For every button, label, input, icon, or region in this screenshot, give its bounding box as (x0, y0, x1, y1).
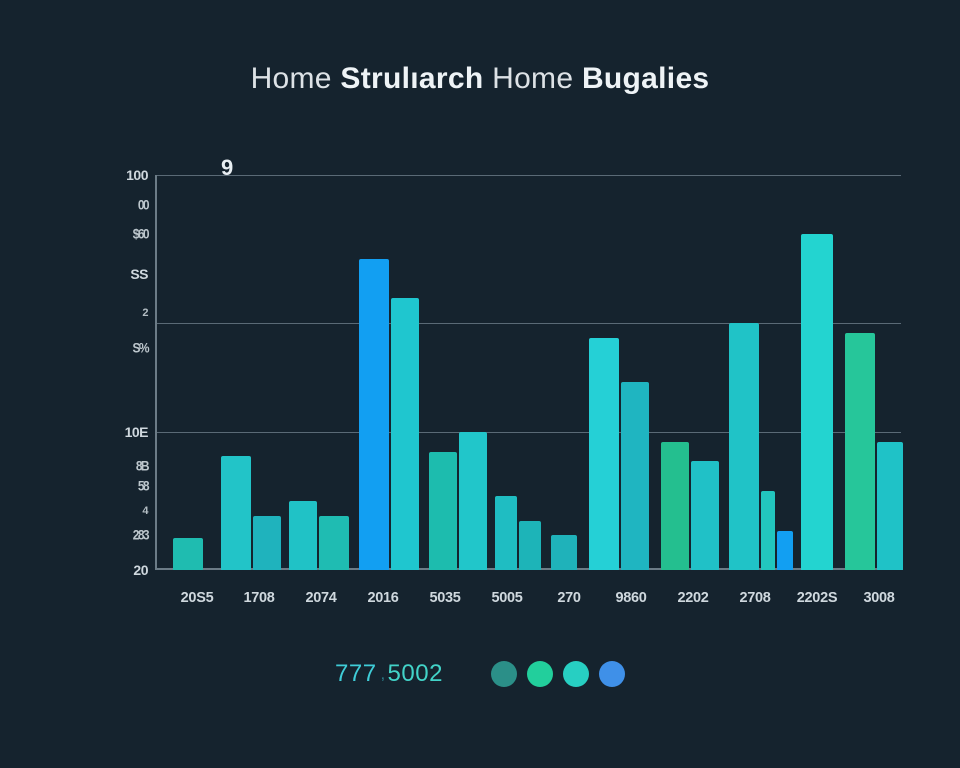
y-tick-label: $60 (133, 226, 148, 242)
bars-container (155, 175, 901, 570)
bar (877, 442, 903, 570)
x-tick-label: 3008 (863, 590, 894, 606)
bar (519, 521, 541, 570)
y-tick-label: SS (130, 266, 148, 282)
legend-num: 777 (335, 660, 377, 687)
bar (551, 535, 577, 570)
x-tick-label: 2708 (739, 590, 770, 606)
title-part: Strulıarch (340, 62, 492, 95)
legend-swatches (491, 661, 625, 687)
x-tick-label: 9860 (615, 590, 646, 606)
x-tick-label: 2202 (677, 590, 708, 606)
bar (761, 491, 775, 570)
bar (253, 516, 281, 570)
x-tick-label: 20S5 (181, 590, 214, 606)
title-part: Bugalies (582, 62, 709, 95)
bar (801, 234, 833, 570)
legend-sep: , (381, 666, 386, 683)
y-tick-label: 100 (126, 167, 148, 183)
x-tick-label: 270 (557, 590, 580, 606)
x-tick-label: 2202S (797, 590, 837, 606)
legend-swatch (491, 661, 517, 687)
legend-swatch (599, 661, 625, 687)
y-tick-label: 2 (142, 307, 148, 319)
bar (391, 298, 419, 570)
bar (845, 333, 875, 570)
bar (495, 496, 517, 570)
title-part: Home (492, 62, 582, 95)
x-tick-label: 5005 (491, 590, 522, 606)
bar (459, 432, 487, 570)
chart-title: Home Strulıarch Home Bugalies (0, 62, 960, 96)
legend-text: 777,5002 (335, 660, 443, 688)
legend-num: 5002 (388, 660, 443, 687)
legend: 777,5002 (0, 660, 960, 688)
y-tick-label: 00 (138, 197, 148, 213)
legend-swatch (527, 661, 553, 687)
bar (429, 452, 457, 571)
y-tick-label: 8B (136, 458, 148, 474)
bar (173, 538, 203, 570)
bar (621, 382, 649, 570)
bar (691, 461, 719, 570)
y-tick-label: 283 (133, 527, 148, 543)
y-tick-label: 4 (142, 505, 148, 517)
title-part: Home (251, 62, 341, 95)
x-tick-label: 1708 (243, 590, 274, 606)
bar (661, 442, 689, 570)
y-tick-label: 20 (133, 562, 148, 578)
legend-swatch (563, 661, 589, 687)
bar (221, 456, 251, 570)
plot-area: 9 (155, 175, 901, 570)
y-tick-label: S% (133, 340, 148, 356)
bar (777, 531, 793, 571)
bar (589, 338, 619, 570)
x-tick-label: 5035 (429, 590, 460, 606)
y-tick-labels: 10000$60SS2S%10E8B58428320 (0, 175, 148, 570)
bar (729, 323, 759, 570)
y-tick-label: 10E (125, 424, 148, 440)
bar (319, 516, 349, 570)
x-tick-label: 2016 (367, 590, 398, 606)
x-tick-label: 2074 (305, 590, 336, 606)
x-tick-labels: 20S5 1708 2074 2016 5035 5005 270 9860 2202 2708 2… (155, 590, 901, 614)
y-tick-label: 58 (138, 478, 148, 494)
bar (289, 501, 317, 570)
bar (359, 259, 389, 570)
